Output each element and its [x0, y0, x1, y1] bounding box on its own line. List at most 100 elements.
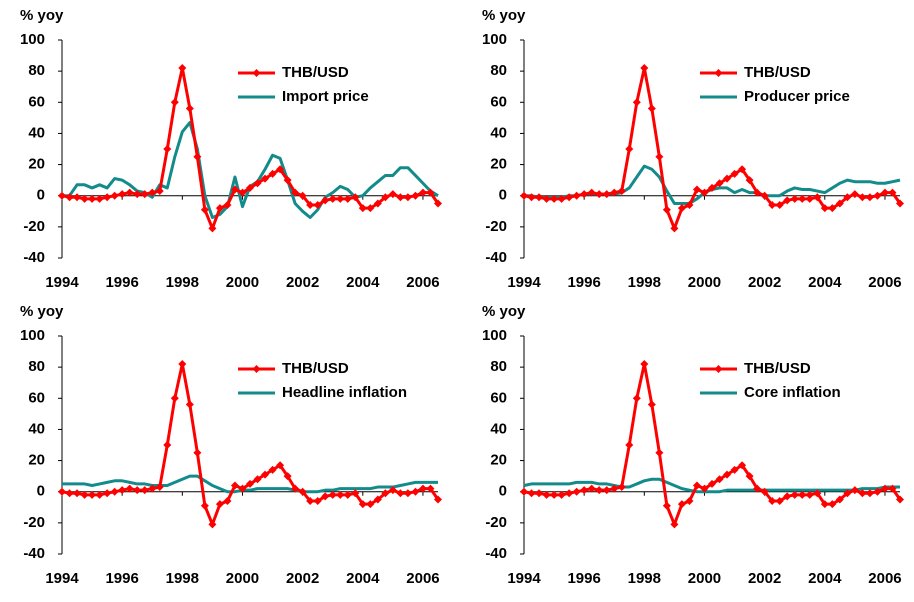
x-tick-label: 1998: [166, 570, 199, 587]
y-tick-label: 100: [482, 327, 507, 344]
x-tick-label: 1994: [507, 274, 541, 291]
marker: [670, 224, 679, 233]
marker: [715, 179, 724, 188]
marker: [230, 481, 239, 490]
marker: [873, 487, 882, 496]
y-tick-label: 80: [28, 62, 45, 79]
y-tick-label: 40: [490, 420, 507, 437]
marker: [95, 194, 104, 203]
y-tick-label: -40: [485, 545, 507, 562]
marker: [170, 98, 179, 107]
x-tick-label: 2004: [346, 570, 380, 587]
marker: [835, 199, 844, 208]
y-tick-label: -40: [23, 249, 45, 266]
marker: [730, 169, 739, 178]
marker: [805, 490, 814, 499]
x-tick-label: 1994: [507, 570, 541, 587]
marker: [557, 490, 566, 499]
marker: [215, 204, 224, 213]
marker: [542, 194, 551, 203]
marker: [768, 201, 777, 210]
marker: [185, 104, 194, 113]
marker: [366, 204, 375, 213]
marker: [133, 190, 142, 199]
marker: [103, 489, 112, 498]
x-tick-label: 1994: [45, 274, 79, 291]
legend-label: THB/USD: [282, 360, 349, 377]
marker: [655, 448, 664, 457]
y-tick-label: 20: [490, 452, 507, 469]
marker: [843, 193, 852, 202]
marker: [133, 486, 142, 495]
y-tick-label: 80: [28, 358, 45, 375]
marker: [73, 489, 82, 498]
legend-label: THB/USD: [744, 360, 811, 377]
y-axis-label: % yoy: [20, 7, 64, 24]
marker: [388, 190, 397, 199]
marker: [632, 394, 641, 403]
x-tick-label: 1998: [166, 274, 199, 291]
marker: [208, 520, 217, 529]
marker: [230, 185, 239, 194]
marker: [328, 490, 337, 499]
y-tick-label: 0: [37, 483, 45, 500]
marker: [520, 191, 528, 200]
marker: [261, 470, 270, 479]
marker: [542, 490, 551, 499]
marker: [753, 484, 762, 493]
marker: [527, 489, 536, 498]
marker: [426, 484, 435, 493]
y-tick-label: 60: [28, 93, 45, 110]
marker: [617, 483, 626, 492]
marker: [738, 165, 747, 174]
marker: [760, 191, 769, 200]
marker: [888, 484, 897, 493]
marker: [692, 185, 701, 194]
marker: [858, 193, 867, 202]
marker: [610, 188, 619, 197]
marker: [783, 196, 792, 205]
marker: [662, 205, 671, 214]
marker: [790, 194, 799, 203]
marker: [411, 487, 420, 496]
marker: [366, 500, 375, 509]
marker: [580, 190, 589, 199]
panel: % yoy -40 -20 0 20 40 60 80 100 1994 1996 1998 2000 2…: [20, 303, 442, 587]
legend-label: Import price: [282, 88, 369, 105]
marker: [677, 204, 686, 213]
legend-marker: [714, 69, 723, 77]
y-tick-label: 60: [490, 93, 507, 110]
marker: [572, 191, 581, 200]
marker: [313, 497, 322, 506]
y-tick-label: 80: [490, 358, 507, 375]
marker: [261, 174, 270, 183]
x-tick-label: 1996: [105, 274, 138, 291]
marker: [358, 204, 367, 213]
marker: [351, 193, 360, 202]
x-tick-label: 2000: [226, 274, 259, 291]
marker: [625, 441, 634, 449]
marker: [835, 495, 844, 504]
legend-label: THB/USD: [282, 64, 349, 81]
marker: [873, 191, 882, 200]
legend-label: Core inflation: [744, 384, 841, 401]
legend-marker: [714, 365, 723, 373]
y-tick-label: 40: [28, 420, 45, 437]
x-tick-label: 2006: [868, 570, 901, 587]
marker: [850, 486, 859, 495]
marker: [557, 194, 566, 203]
marker: [535, 193, 544, 202]
marker: [73, 193, 82, 202]
marker: [125, 484, 134, 493]
x-tick-label: 2002: [748, 570, 781, 587]
marker: [888, 188, 897, 197]
x-tick-label: 2000: [226, 570, 259, 587]
legend-marker: [252, 69, 261, 77]
y-tick-label: -20: [23, 218, 45, 235]
marker: [238, 188, 247, 197]
marker: [880, 188, 889, 197]
marker: [321, 196, 330, 205]
y-tick-label: 20: [28, 452, 45, 469]
marker: [95, 490, 104, 499]
legend-label: Producer price: [744, 88, 850, 105]
